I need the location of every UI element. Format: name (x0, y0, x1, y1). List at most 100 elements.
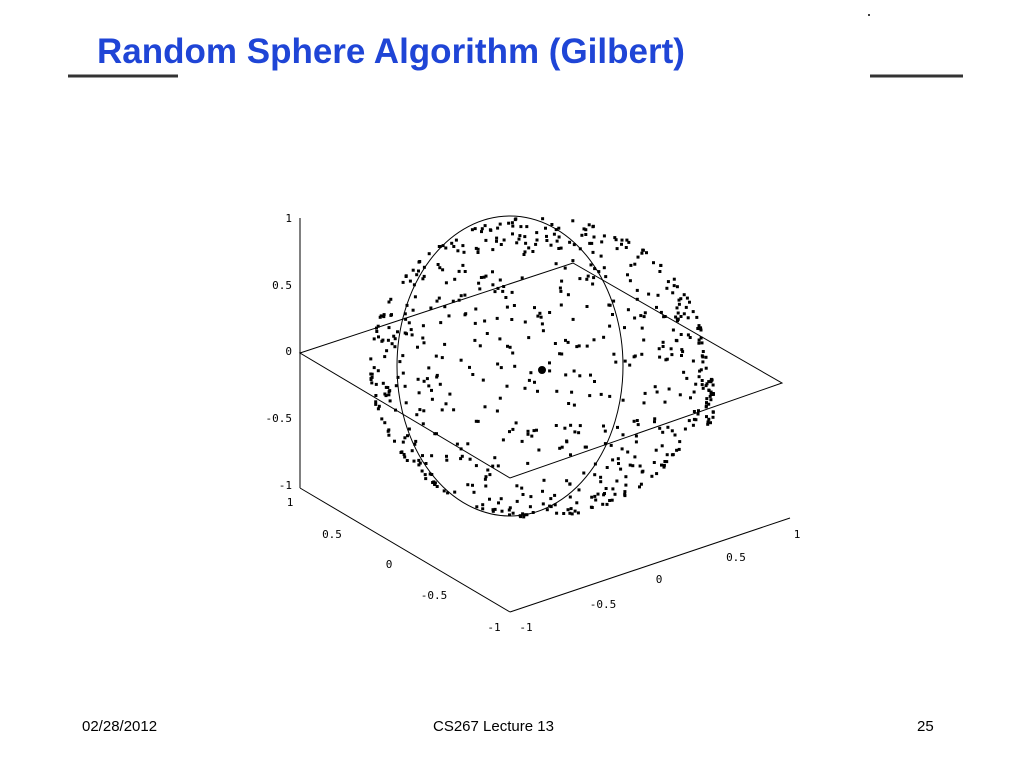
scatter-dot (549, 243, 553, 247)
scatter-dot (459, 294, 463, 298)
scatter-dot (463, 270, 467, 273)
scatter-dot (485, 332, 489, 335)
tick-label: 0.5 (322, 528, 342, 541)
scatter-dot (639, 482, 643, 486)
footer-course: CS267 Lecture 13 (433, 718, 554, 735)
scatter-dot (577, 431, 581, 435)
scatter-dot (665, 357, 669, 361)
scatter-dot (545, 508, 549, 512)
scatter-dot (504, 296, 508, 299)
scatter-dot (624, 483, 628, 487)
scatter-dot (636, 423, 640, 427)
scatter-dot (686, 316, 690, 320)
scatter-dot (393, 439, 396, 443)
scatter-dot (650, 474, 654, 478)
scatter-dot (696, 412, 700, 416)
scatter-dot (383, 355, 387, 359)
scatter-dot (559, 289, 563, 293)
scatter-dot (415, 273, 419, 277)
scatter-dot (392, 334, 396, 338)
scatter-dot (563, 426, 567, 430)
scatter-dot (643, 391, 647, 395)
scatter-dot (525, 225, 529, 229)
scatter-dot (679, 315, 683, 318)
scatter-dot (510, 318, 514, 321)
footer-date: 02/28/2012 (82, 718, 158, 735)
scatter-dot (653, 417, 657, 421)
scatter-dot (372, 366, 376, 370)
scatter-dot (584, 233, 588, 236)
scatter-dot (640, 251, 644, 255)
scatter-dot (511, 427, 515, 431)
scatter-dot (483, 224, 487, 228)
scatter-dot (511, 511, 515, 515)
scatter-dot (427, 366, 431, 370)
scatter-dot (431, 481, 435, 484)
scatter-dot (423, 473, 427, 477)
scatter-dot (662, 315, 666, 319)
scatter-dot (709, 390, 713, 394)
scatter-dot (481, 503, 485, 507)
scatter-dot (564, 373, 568, 377)
scatter-dot (706, 420, 710, 424)
scatter-dot (615, 479, 619, 483)
scatter-dot (557, 235, 561, 239)
scatter-dot (377, 335, 380, 339)
scatter-dot (493, 290, 497, 294)
scatter-dot (599, 480, 603, 484)
scatter-dot (614, 238, 618, 242)
scatter-dot (624, 246, 628, 249)
scatter-dot (425, 377, 429, 381)
scatter-dot (562, 512, 566, 515)
tick-label: 0.5 (272, 279, 292, 292)
scatter-dot (669, 347, 673, 351)
scatter-dot (635, 288, 639, 292)
scatter-dot (629, 263, 633, 267)
scatter-dot (678, 440, 682, 444)
scatter-dot (480, 227, 484, 231)
scatter-dot (608, 394, 612, 398)
scatter-dot (549, 505, 553, 509)
scatter-dot (450, 241, 454, 245)
scatter-dot (491, 509, 495, 513)
scatter-dot (472, 490, 476, 494)
scatter-dot (624, 475, 628, 479)
scatter-dot (548, 369, 552, 373)
scatter-dot (404, 401, 408, 405)
scatter-dot (588, 241, 592, 245)
scatter-dot (652, 461, 656, 464)
scatter-dot (433, 432, 437, 436)
scatter-dot (611, 313, 614, 316)
scatter-dot (440, 408, 444, 412)
scatter-dot (623, 359, 627, 363)
scatter-dot (554, 262, 558, 266)
scatter-dot (593, 267, 597, 271)
scatter-dot (665, 460, 669, 464)
scatter-dot (510, 221, 514, 225)
scatter-dot (666, 280, 670, 284)
scatter-dot (507, 508, 511, 512)
scatter-dot (466, 483, 470, 487)
scatter-dot (491, 270, 494, 274)
scatter-dot (619, 467, 623, 471)
scatter-dot (591, 282, 595, 286)
scatter-dot (564, 338, 567, 342)
scatter-dot (571, 259, 575, 263)
scatter-dot (383, 421, 387, 425)
scatter-dot (388, 389, 392, 393)
scatter-dot (454, 238, 458, 242)
scatter-dot (491, 248, 495, 252)
scatter-dot (525, 513, 529, 517)
scatter-dot (473, 227, 477, 231)
scatter-dot (506, 344, 509, 348)
scatter-dot (405, 303, 409, 307)
scatter-dot (573, 430, 577, 434)
scatter-dot (710, 378, 714, 382)
scatter-dot (376, 369, 380, 373)
scatter-dot (701, 386, 705, 390)
scatter-dot (682, 312, 686, 316)
scatter-dot (697, 375, 701, 379)
scatter-dot (599, 254, 603, 258)
scatter-dot (524, 241, 528, 245)
scatter-dot (700, 354, 704, 358)
